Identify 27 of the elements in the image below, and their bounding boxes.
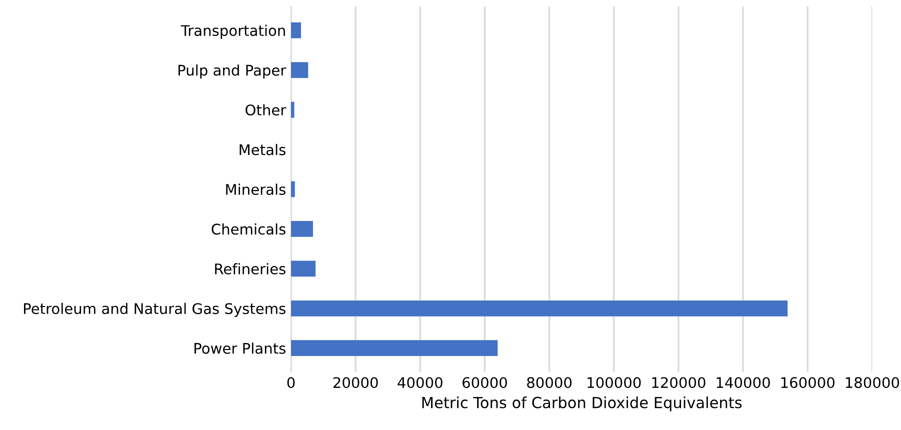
y-tick-label: Refineries: [215, 263, 286, 274]
y-tick-label: Chemicals: [212, 223, 286, 235]
bar: [291, 260, 316, 277]
y-tick-label: Other: [246, 104, 286, 116]
x-tick-label: 180000: [846, 377, 900, 388]
y-tick-label: Transportation: [180, 24, 285, 39]
x-tick-label: 80000: [527, 377, 572, 388]
x-tick-label: 0: [287, 377, 295, 388]
x-tick-label: 40000: [398, 377, 442, 388]
y-tick-label: Metals: [240, 144, 286, 156]
bar: [291, 300, 788, 316]
bar: [291, 102, 294, 118]
x-tick-label: 120000: [652, 377, 706, 388]
bar: [291, 340, 498, 356]
x-tick-label: 100000: [588, 377, 641, 388]
y-tick-label: Power Plants: [194, 342, 286, 354]
y-tick-label: Minerals: [226, 184, 286, 195]
bar: [291, 220, 313, 237]
x-tick-label: 140000: [716, 377, 770, 388]
x-tick-label: 60000: [462, 377, 507, 388]
x-axis-title: Metric Tons of Carbon Dioxide Equivalents: [422, 396, 742, 412]
bar: [291, 62, 308, 78]
y-tick-label: Pulp and Paper: [178, 64, 286, 79]
y-tick-label: Petroleum and Natural Gas Systems: [24, 302, 286, 317]
bar: [291, 22, 302, 38]
x-tick-label: 160000: [781, 377, 834, 388]
x-tick-label: 20000: [333, 377, 378, 388]
